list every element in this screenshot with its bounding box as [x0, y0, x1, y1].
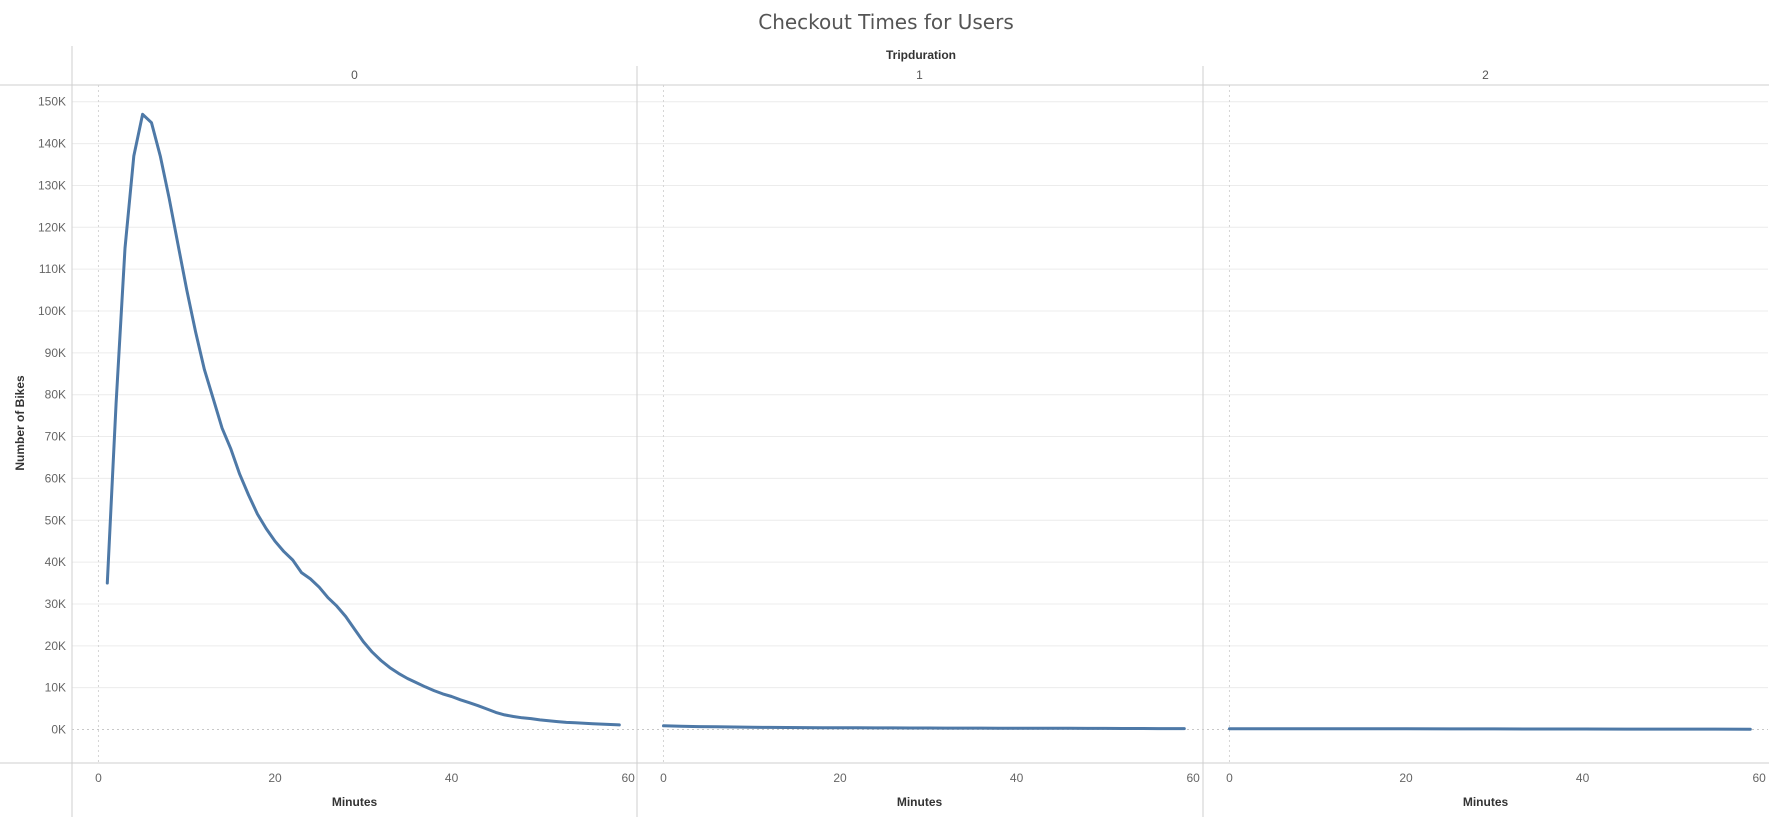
y-tick-label: 100K: [38, 304, 66, 318]
panel-label: 0: [351, 68, 358, 82]
x-tick-label: 60: [1186, 771, 1200, 785]
x-tick-label: 40: [445, 771, 459, 785]
y-tick-label: 30K: [45, 597, 66, 611]
x-tick-label: 60: [621, 771, 635, 785]
y-tick-label: 120K: [38, 220, 66, 234]
y-axis-title: Number of Bikes: [13, 375, 27, 471]
x-axis-title: Minutes: [897, 795, 943, 809]
x-tick-label: 40: [1010, 771, 1024, 785]
y-tick-label: 70K: [45, 430, 66, 444]
x-tick-label: 0: [95, 771, 102, 785]
x-axis-title: Minutes: [332, 795, 378, 809]
y-tick-label: 90K: [45, 346, 66, 360]
panel-label: 2: [1482, 68, 1489, 82]
x-tick-label: 0: [660, 771, 667, 785]
y-tick-label: 40K: [45, 555, 66, 569]
y-tick-label: 140K: [38, 137, 66, 151]
x-tick-label: 0: [1226, 771, 1233, 785]
y-tick-label: 0K: [51, 723, 66, 737]
x-tick-label: 40: [1576, 771, 1590, 785]
grid-layer: [72, 85, 1768, 763]
x-tick-label: 60: [1752, 771, 1766, 785]
series-line: [105, 112, 621, 727]
y-tick-label: 130K: [38, 178, 66, 192]
panel-label: 1: [916, 68, 923, 82]
series-line: [662, 724, 1186, 731]
line-layer: [105, 112, 1752, 731]
x-tick-label: 20: [833, 771, 847, 785]
x-axis-title: Minutes: [1463, 795, 1509, 809]
tick-layer: 0K10K20K30K40K50K60K70K80K90K100K110K120…: [38, 68, 1766, 809]
x-tick-label: 20: [268, 771, 282, 785]
y-tick-label: 20K: [45, 639, 66, 653]
y-tick-label: 110K: [39, 262, 66, 276]
y-tick-label: 60K: [45, 471, 66, 485]
y-tick-label: 10K: [45, 681, 66, 695]
x-tick-label: 20: [1399, 771, 1413, 785]
chart-title: Checkout Times for Users: [758, 10, 1014, 34]
y-tick-label: 150K: [38, 95, 66, 109]
frame-layer: [0, 46, 1769, 817]
series-line: [1228, 727, 1752, 731]
y-tick-label: 80K: [45, 388, 66, 402]
column-header: Tripduration: [886, 48, 956, 62]
y-tick-label: 50K: [45, 513, 66, 527]
